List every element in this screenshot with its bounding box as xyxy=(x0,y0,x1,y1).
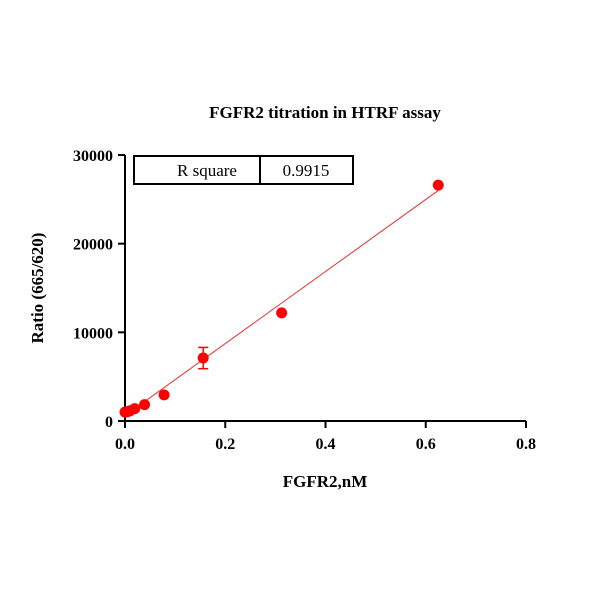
axis-ticks: 0.0 0.2 0.4 0.6 0.8 0 10000 20000 30000 xyxy=(73,148,536,453)
stats-table-value: 0.9915 xyxy=(283,161,330,180)
y-tick-label: 10000 xyxy=(73,325,113,342)
data-point xyxy=(129,403,141,415)
y-tick-label: 0 xyxy=(105,414,113,431)
data-point xyxy=(276,307,288,319)
stats-table-border xyxy=(133,155,354,185)
y-axis-label: Ratio (665/620) xyxy=(28,233,47,344)
fit-line xyxy=(124,190,439,417)
x-tick-label: 0.8 xyxy=(516,436,536,453)
data-point xyxy=(158,389,170,401)
x-axis-label: FGFR2,nM xyxy=(283,472,368,491)
stats-table-label: R square xyxy=(177,161,237,180)
x-tick-label: 0.4 xyxy=(316,436,336,453)
plot-area: 0.0 0.2 0.4 0.6 0.8 0 10000 20000 30000 xyxy=(73,148,536,453)
data-point xyxy=(432,179,444,191)
x-tick-label: 0.2 xyxy=(215,436,235,453)
stats-table: R square 0.9915 xyxy=(133,155,354,185)
y-tick-label: 30000 xyxy=(73,148,113,165)
y-tick-label: 20000 xyxy=(73,237,113,254)
x-tick-label: 0.6 xyxy=(416,436,436,453)
data-points xyxy=(119,179,444,418)
fit-line-group xyxy=(124,190,439,417)
chart-title: FGFR2 titration in HTRF assay xyxy=(209,103,441,122)
data-point xyxy=(139,399,151,411)
data-point xyxy=(197,352,209,364)
x-tick-label: 0.0 xyxy=(115,436,135,453)
